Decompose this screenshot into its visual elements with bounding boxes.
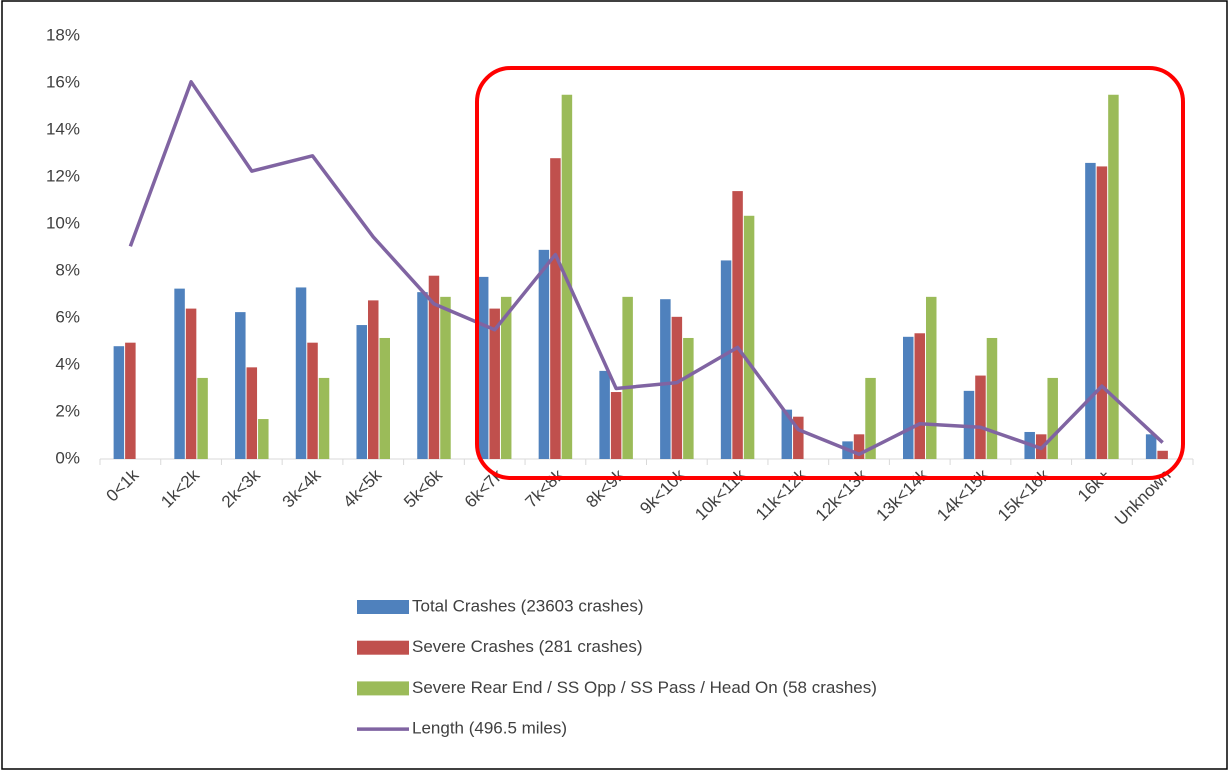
bar — [235, 312, 246, 459]
bar — [258, 419, 269, 459]
bar — [914, 333, 925, 459]
bar — [318, 377, 330, 459]
bar — [295, 287, 307, 459]
y-tick-label: 18% — [46, 25, 80, 44]
bar — [428, 275, 440, 459]
y-tick-label: 0% — [55, 448, 80, 467]
y-tick-label: 8% — [55, 260, 80, 279]
y-tick-label: 6% — [55, 307, 80, 326]
y-tick-label: 12% — [46, 166, 80, 185]
bar — [743, 215, 755, 459]
bar — [865, 377, 876, 459]
bar — [986, 337, 998, 459]
bar — [197, 377, 208, 459]
bar — [683, 337, 694, 459]
bar — [1085, 162, 1096, 459]
legend-label: Severe Crashes (281 crashes) — [412, 637, 643, 656]
bar — [113, 346, 125, 459]
bar — [489, 308, 500, 459]
legend-label: Total Crashes (23603 crashes) — [412, 596, 644, 615]
bar — [1047, 377, 1058, 459]
bar — [379, 337, 390, 459]
bar — [781, 409, 793, 459]
bar — [660, 299, 671, 459]
bar — [440, 296, 451, 459]
bar — [622, 296, 633, 459]
y-tick-label: 4% — [55, 354, 80, 373]
bar — [550, 158, 561, 459]
legend-label: Length (496.5 miles) — [412, 719, 567, 738]
bar — [853, 434, 865, 459]
legend-key — [357, 681, 409, 696]
bar — [671, 316, 683, 459]
bar — [174, 288, 185, 459]
bar — [610, 392, 622, 459]
bar — [477, 276, 489, 459]
bar — [246, 367, 258, 459]
legend-key — [357, 600, 409, 614]
bar — [720, 260, 732, 459]
bar — [538, 249, 550, 459]
y-tick-label: 16% — [46, 72, 80, 91]
bar — [307, 342, 318, 459]
bar — [368, 300, 379, 459]
bar — [793, 416, 804, 459]
bar — [1096, 166, 1108, 460]
bar — [975, 375, 986, 459]
bar — [732, 191, 743, 459]
bar — [125, 342, 136, 459]
highlight-box — [475, 66, 1185, 480]
bar — [185, 308, 197, 459]
bar — [1145, 434, 1157, 459]
bar — [1108, 94, 1119, 459]
y-tick-label: 2% — [55, 401, 80, 420]
bar — [356, 325, 367, 459]
bar — [903, 336, 914, 459]
bar — [500, 296, 512, 459]
legend-key — [357, 640, 409, 655]
bar — [926, 296, 937, 459]
bar — [417, 292, 428, 459]
line — [128, 80, 1164, 457]
bar — [1157, 450, 1168, 459]
y-tick-label: 10% — [46, 213, 80, 232]
y-tick-label: 14% — [46, 119, 80, 138]
legend-label: Severe Rear End / SS Opp / SS Pass / Hea… — [412, 678, 877, 697]
bar — [599, 370, 610, 459]
